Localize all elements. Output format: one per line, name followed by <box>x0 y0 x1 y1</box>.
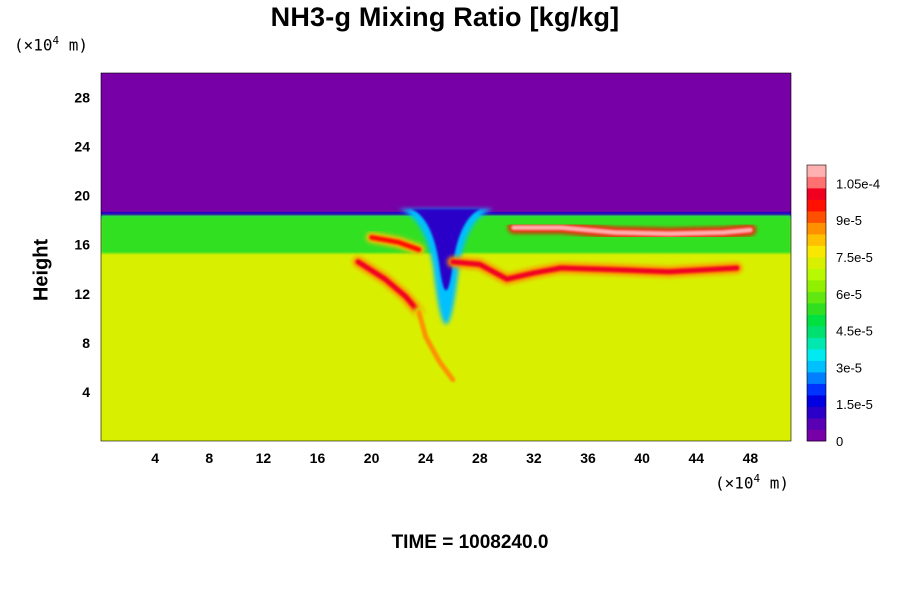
colorbar-label: 3e-5 <box>836 360 862 375</box>
colorbar-segment <box>807 188 826 200</box>
x-tick-label: 44 <box>689 450 705 466</box>
colorbar-segment <box>807 268 826 281</box>
colorbar-segment <box>807 222 826 235</box>
x-tick-label: 12 <box>256 450 272 466</box>
y-tick-label: 8 <box>82 335 90 351</box>
field-layer <box>101 73 791 441</box>
x-tick-labels: 4 8 12 16 20 24 28 32 36 40 44 48 <box>151 450 758 466</box>
colorbar-label: 6e-5 <box>836 287 862 302</box>
colorbar-label: 4.5e-5 <box>836 324 873 339</box>
plot-frame <box>100 72 792 442</box>
colorbar-segment <box>807 165 826 177</box>
x-unit-prefix: (×10 <box>715 473 754 493</box>
band-core-4 <box>369 234 422 253</box>
y-unit-suffix: m) <box>59 35 89 55</box>
colorbar-segment <box>807 291 826 304</box>
y-tick-label: 24 <box>74 139 90 155</box>
y-tick-labels: 4 8 12 16 20 24 28 <box>74 90 90 400</box>
colorbar-segment <box>807 199 826 212</box>
band-core-5 <box>416 309 456 383</box>
colorbar: 0 1.5e-5 3e-5 4.5e-5 6e-5 7.5e-5 9e-5 1.05e-4 <box>806 164 880 449</box>
colorbar-segment <box>807 314 826 327</box>
y-axis-unit: (×104 m) <box>14 34 88 54</box>
colorbar-segment <box>807 406 826 419</box>
colorbar-segment <box>807 234 826 246</box>
x-tick-label: 24 <box>418 450 434 466</box>
colorbar-segment <box>807 383 826 396</box>
colorbar-segment <box>807 245 826 258</box>
y-tick-label: 28 <box>74 90 90 106</box>
y-tick-label: 4 <box>82 384 90 400</box>
x-tick-label: 16 <box>310 450 326 466</box>
colorbar-segment <box>807 429 826 442</box>
x-tick-label: 40 <box>634 450 650 466</box>
colorbar-segment <box>807 372 826 384</box>
x-tick-label: 48 <box>743 450 759 466</box>
chart-title: NH3-g Mixing Ratio [kg/kg] <box>270 2 620 32</box>
x-tick-label: 36 <box>580 450 596 466</box>
band-core-1 <box>355 259 422 315</box>
colorbar-label: 7.5e-5 <box>836 250 873 265</box>
colorbar-segment <box>807 211 826 223</box>
upper-layer-region <box>101 73 791 213</box>
y-tick-label: 16 <box>74 237 90 253</box>
feature-layer <box>352 208 756 386</box>
colorbar-label: 1.05e-4 <box>836 176 880 191</box>
colorbar-segment <box>807 176 826 189</box>
colorbar-segment <box>807 303 826 315</box>
colorbar-label: 1.5e-5 <box>836 397 873 412</box>
colorbar-segment <box>807 418 826 430</box>
y-unit-exponent: 4 <box>52 34 60 47</box>
y-tick-label: 12 <box>74 286 90 302</box>
x-unit-exponent: 4 <box>753 472 761 485</box>
x-tick-label: 20 <box>364 450 380 466</box>
x-unit-suffix: m) <box>760 473 790 493</box>
colorbar-segment <box>807 395 826 407</box>
x-tick-label: 28 <box>472 450 488 466</box>
colorbar-segment <box>807 337 826 350</box>
colorbar-label: 0 <box>836 434 843 449</box>
band-core-3 <box>511 225 753 237</box>
colorbar-frame <box>806 164 827 442</box>
y-tick-label: 20 <box>74 188 90 204</box>
x-tick-label: 32 <box>526 450 542 466</box>
colorbar-segment <box>807 280 826 292</box>
depression-core <box>411 208 481 291</box>
x-axis-unit: (×104 m) <box>715 472 789 492</box>
band-core-2 <box>450 259 740 282</box>
colorbar-segment <box>807 360 826 373</box>
y-unit-prefix: (×10 <box>14 35 53 55</box>
time-label: TIME = 1008240.0 <box>391 532 549 553</box>
colorbar-segment <box>807 349 826 361</box>
colorbar-label: 9e-5 <box>836 213 862 228</box>
x-tick-label: 8 <box>205 450 213 466</box>
colorbar-segment <box>807 257 826 269</box>
colorbar-segment <box>807 326 826 338</box>
x-tick-label: 4 <box>151 450 159 466</box>
